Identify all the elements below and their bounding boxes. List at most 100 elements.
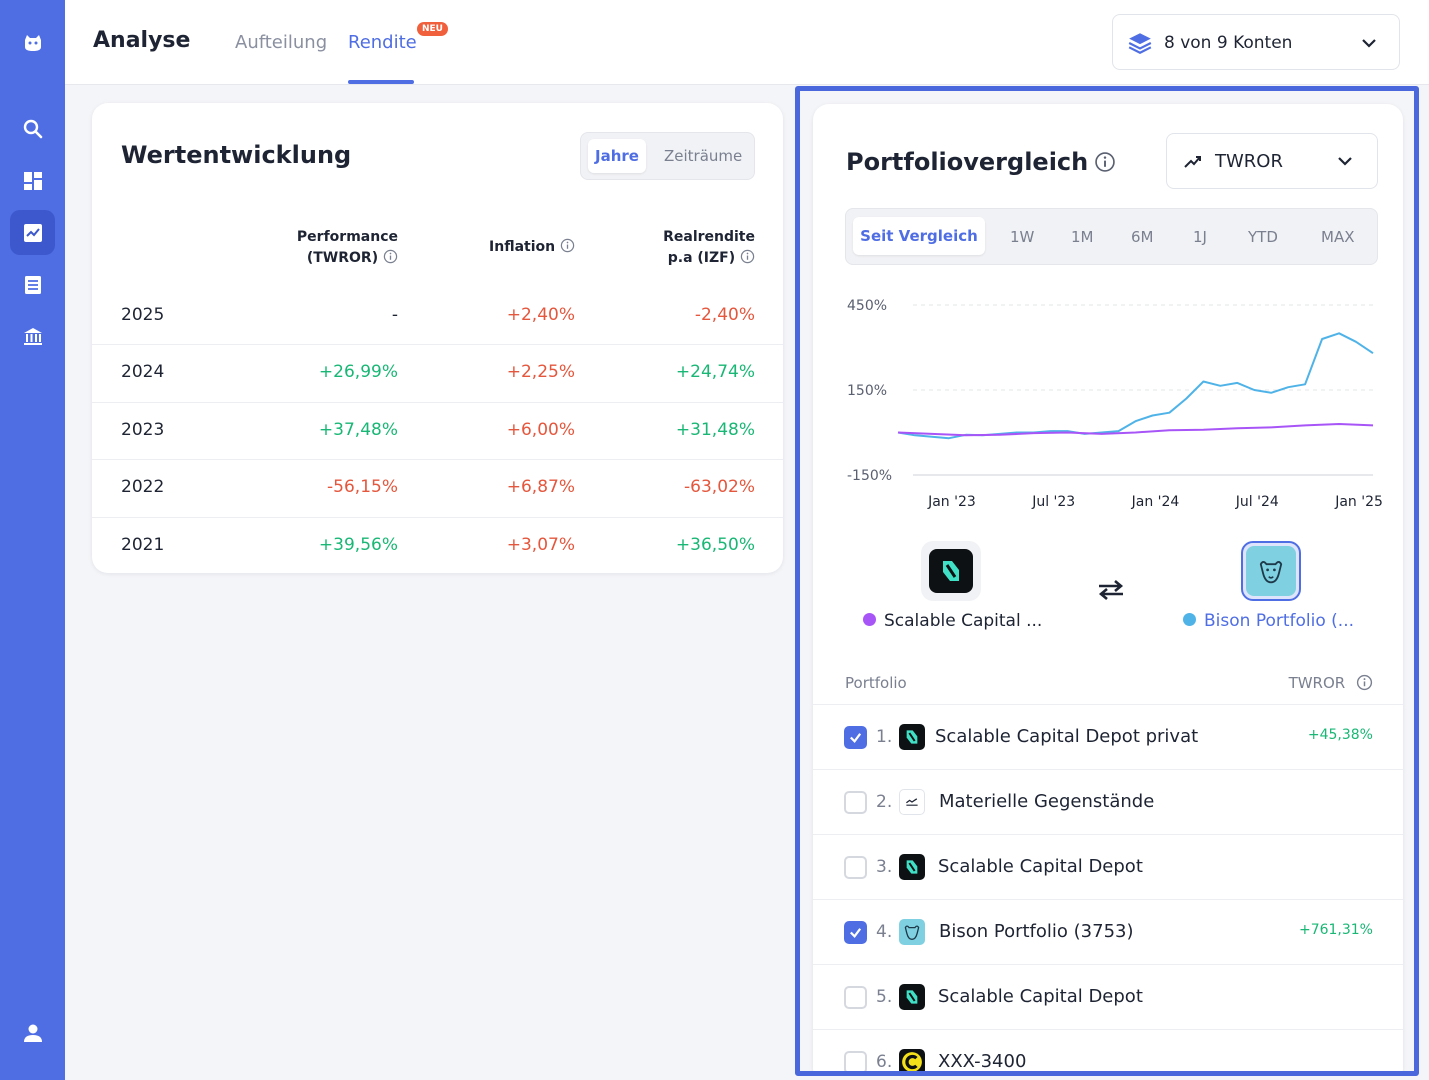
user-icon[interactable] xyxy=(10,1010,55,1055)
range-seit-vergleich[interactable]: Seit Vergleich xyxy=(853,217,985,255)
performance-value: - xyxy=(391,305,398,325)
new-badge: NEU xyxy=(417,22,448,36)
segment-jahre[interactable]: Jahre xyxy=(588,139,646,173)
performance-value: +39,56% xyxy=(318,535,398,555)
chevron-down-icon xyxy=(1362,39,1376,48)
compare-a-label[interactable]: Scalable Capital ... xyxy=(863,611,1042,631)
scalable-logo-icon xyxy=(899,984,925,1010)
real-value: +31,48% xyxy=(675,420,755,440)
x-tick-label: Jul '24 xyxy=(1235,494,1279,510)
scalable-logo-icon xyxy=(899,724,925,750)
checkbox[interactable] xyxy=(844,726,867,749)
active-tab-indicator xyxy=(348,80,414,84)
col-realrendite: Realrendite p.a (IZF) xyxy=(663,229,755,266)
info-icon[interactable] xyxy=(560,238,575,253)
range-6m[interactable]: 6M xyxy=(1131,228,1154,246)
table-row: 2023 +37,48% +6,00% +31,48% xyxy=(92,402,783,459)
real-value: +36,50% xyxy=(675,535,755,555)
search-icon[interactable] xyxy=(10,106,55,151)
layers-icon xyxy=(1128,33,1152,54)
portfolio-list-item[interactable]: 1. Scalable Capital Depot privat +45,38% xyxy=(813,704,1403,769)
c-logo-icon xyxy=(899,1049,925,1071)
series-line-bison xyxy=(897,332,1374,440)
chevron-down-icon xyxy=(1338,157,1352,166)
portfolio-name: Scalable Capital Depot xyxy=(938,856,1143,877)
table-row: 2021 +39,56% +3,07% +36,50% xyxy=(92,517,783,574)
inflation-value: +3,07% xyxy=(506,535,575,555)
bison-logo-icon xyxy=(1246,546,1296,596)
y-tick-label: -150% xyxy=(847,468,892,484)
col-inflation: Inflation xyxy=(455,237,575,258)
account-selector-label: 8 von 9 Konten xyxy=(1164,33,1293,53)
x-tick-label: Jan '25 xyxy=(1334,494,1383,510)
x-tick-label: Jan '24 xyxy=(1131,494,1180,510)
range-1j[interactable]: 1J xyxy=(1193,228,1207,246)
range-selector: Seit Vergleich 1W 1M 6M 1J YTD MAX xyxy=(845,208,1378,265)
range-ytd[interactable]: YTD xyxy=(1248,228,1278,246)
wertentwicklung-card: Wertentwicklung Jahre Zeiträume Performa… xyxy=(92,103,783,573)
info-icon[interactable] xyxy=(740,249,755,264)
portfolio-twror: +45,38% xyxy=(1307,727,1373,743)
portfolio-list-item[interactable]: 3. Scalable Capital Depot xyxy=(813,834,1403,899)
logo-icon[interactable] xyxy=(10,20,55,65)
y-tick-label: 150% xyxy=(847,383,887,399)
asset-chart-icon xyxy=(899,789,925,815)
info-icon[interactable] xyxy=(1356,674,1373,691)
checkbox[interactable] xyxy=(844,791,867,814)
inflation-value: +2,40% xyxy=(506,305,575,325)
list-header-portfolio: Portfolio xyxy=(845,674,907,692)
portfolio-list-item[interactable]: 4. Bison Portfolio (3753) +761,31% xyxy=(813,899,1403,964)
performance-value: -56,15% xyxy=(327,477,398,497)
checkbox[interactable] xyxy=(844,986,867,1009)
checkbox[interactable] xyxy=(844,921,867,944)
series-dot-a xyxy=(863,613,876,626)
real-value: +24,74% xyxy=(675,362,755,382)
table-row: 2022 -56,15% +6,87% -63,02% xyxy=(92,459,783,516)
series-line-scalable xyxy=(897,423,1374,437)
tab-rendite[interactable]: Rendite xyxy=(348,32,417,53)
performance-value: +26,99% xyxy=(318,362,398,382)
swap-icon[interactable] xyxy=(1095,578,1127,602)
real-value: -63,02% xyxy=(684,477,755,497)
account-selector[interactable]: 8 von 9 Konten xyxy=(1112,14,1400,70)
portfoliovergleich-frame: Portfoliovergleich TWROR Seit Vergleich … xyxy=(795,86,1419,1076)
portfolio-list-item[interactable]: 5. Scalable Capital Depot xyxy=(813,964,1403,1029)
performance-value: +37,48% xyxy=(318,420,398,440)
info-icon[interactable] xyxy=(1094,151,1116,173)
table-row: 2024 +26,99% +2,25% +24,74% xyxy=(92,344,783,401)
series-dot-b xyxy=(1183,613,1196,626)
x-tick-label: Jan '23 xyxy=(927,494,976,510)
top-bar: Analyse Aufteilung Rendite NEU 8 von 9 K… xyxy=(65,0,1429,85)
range-max[interactable]: MAX xyxy=(1321,228,1355,246)
portfolio-name: Scalable Capital Depot privat xyxy=(935,726,1199,747)
portfolio-name: Bison Portfolio (3753) xyxy=(939,921,1134,942)
compare-b-label[interactable]: Bison Portfolio (... xyxy=(1183,611,1354,631)
dashboard-icon[interactable] xyxy=(10,158,55,203)
period-segment: Jahre Zeiträume xyxy=(580,132,755,180)
portfolio-list-item[interactable]: 2. Materielle Gegenstände xyxy=(813,769,1403,834)
col-performance: Performance (TWROR) xyxy=(296,229,398,266)
checkbox[interactable] xyxy=(844,856,867,879)
page-title: Analyse xyxy=(93,28,191,53)
range-1w[interactable]: 1W xyxy=(1010,228,1035,246)
range-1m[interactable]: 1M xyxy=(1071,228,1094,246)
portfolio-twror: +761,31% xyxy=(1298,922,1373,938)
chart-icon[interactable] xyxy=(10,210,55,255)
info-icon[interactable] xyxy=(383,249,398,264)
bank-icon[interactable] xyxy=(10,313,55,358)
trending-up-icon xyxy=(1184,156,1201,168)
comparison-chart[interactable]: 450% 150% -150% Jan '23 Jul '23 Jan '24 Jul '2… xyxy=(843,289,1383,519)
inflation-value: +6,00% xyxy=(506,420,575,440)
tab-aufteilung[interactable]: Aufteilung xyxy=(235,32,328,53)
bison-logo-icon xyxy=(899,919,925,945)
compare-a-logo[interactable] xyxy=(921,541,981,601)
list-icon[interactable] xyxy=(10,262,55,307)
checkbox[interactable] xyxy=(844,1051,867,1071)
wertentwicklung-title: Wertentwicklung xyxy=(121,141,352,169)
compare-b-logo[interactable] xyxy=(1241,541,1301,601)
portfolio-list-item[interactable]: 6. XXX-3400 xyxy=(813,1029,1403,1071)
segment-zeitraeume[interactable]: Zeiträume xyxy=(664,147,743,165)
x-tick-label: Jul '23 xyxy=(1031,494,1075,510)
metric-dropdown[interactable]: TWROR xyxy=(1166,133,1378,189)
list-header-twror: TWROR xyxy=(1289,674,1373,692)
